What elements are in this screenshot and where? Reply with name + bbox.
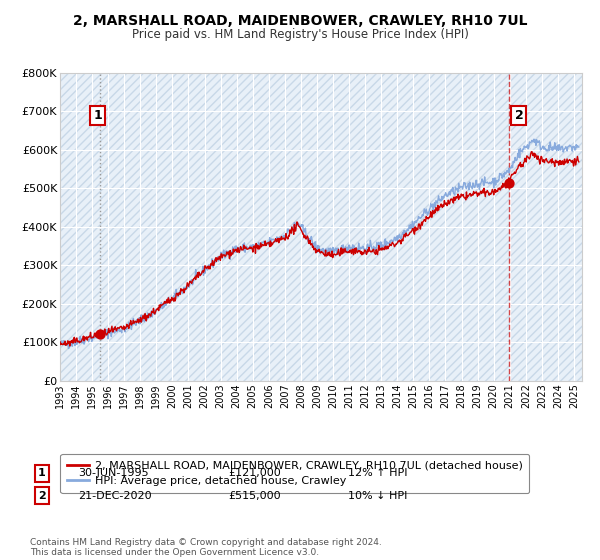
Text: 1: 1 <box>38 468 46 478</box>
Text: 2: 2 <box>38 491 46 501</box>
Text: £515,000: £515,000 <box>228 491 281 501</box>
Text: 21-DEC-2020: 21-DEC-2020 <box>78 491 152 501</box>
Text: 1: 1 <box>94 109 102 122</box>
Text: 30-JUN-1995: 30-JUN-1995 <box>78 468 149 478</box>
Text: 2: 2 <box>515 109 523 122</box>
Point <box>505 178 514 187</box>
Point <box>95 330 105 339</box>
Text: Contains HM Land Registry data © Crown copyright and database right 2024.
This d: Contains HM Land Registry data © Crown c… <box>30 538 382 557</box>
Text: £121,000: £121,000 <box>228 468 281 478</box>
Text: 12% ↑ HPI: 12% ↑ HPI <box>348 468 407 478</box>
Text: 2, MARSHALL ROAD, MAIDENBOWER, CRAWLEY, RH10 7UL: 2, MARSHALL ROAD, MAIDENBOWER, CRAWLEY, … <box>73 14 527 28</box>
Text: 10% ↓ HPI: 10% ↓ HPI <box>348 491 407 501</box>
Text: Price paid vs. HM Land Registry's House Price Index (HPI): Price paid vs. HM Land Registry's House … <box>131 28 469 41</box>
Legend: 2, MARSHALL ROAD, MAIDENBOWER, CRAWLEY, RH10 7UL (detached house), HPI: Average : 2, MARSHALL ROAD, MAIDENBOWER, CRAWLEY, … <box>61 454 529 493</box>
